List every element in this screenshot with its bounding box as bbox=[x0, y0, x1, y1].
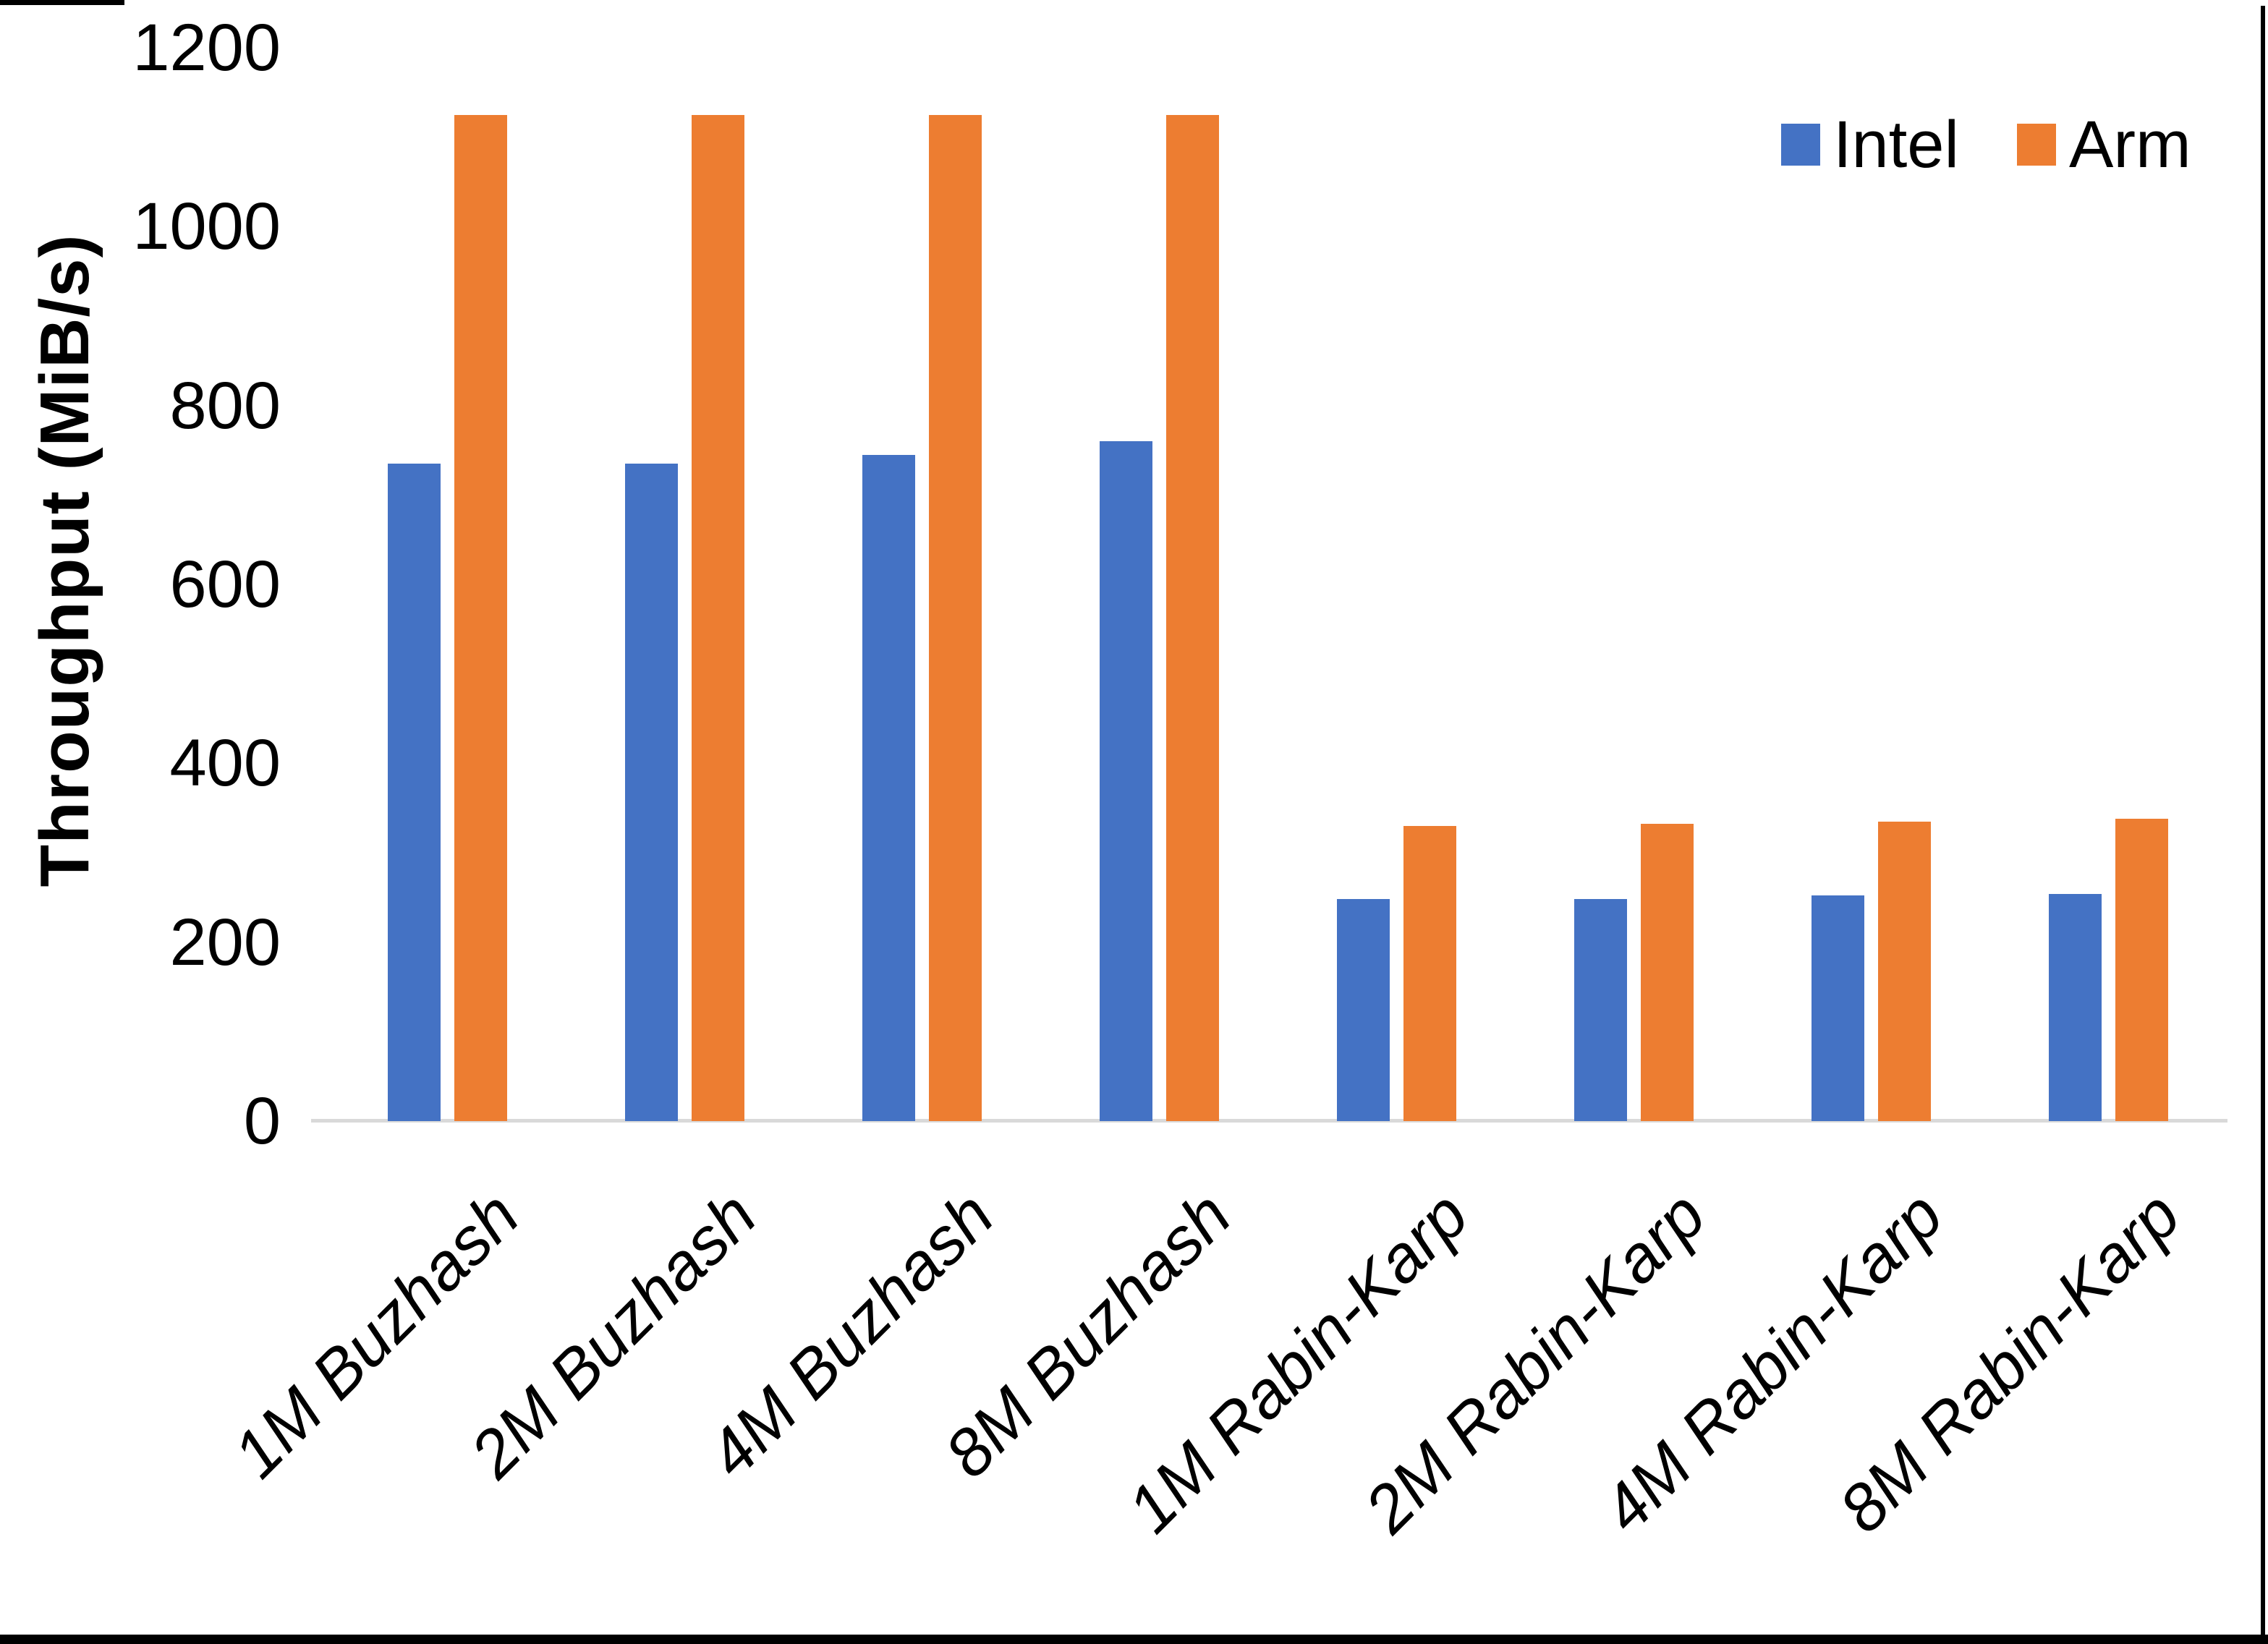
bar-arm-4m-rabin-karp bbox=[1878, 822, 1931, 1121]
bar-intel-8m-rabin-karp bbox=[2049, 894, 2102, 1121]
frame-fragment-top-left bbox=[0, 0, 124, 5]
bar-intel-4m-rabin-karp bbox=[1812, 895, 1864, 1121]
bar-arm-1m-buzhash bbox=[454, 115, 507, 1121]
bar-arm-2m-buzhash bbox=[692, 115, 744, 1121]
y-tick-label-200: 200 bbox=[169, 905, 281, 979]
bar-arm-8m-buzhash bbox=[1166, 115, 1219, 1121]
y-tick-label-600: 600 bbox=[169, 547, 281, 621]
bar-intel-2m-buzhash bbox=[625, 464, 678, 1121]
legend-label-intel: Intel bbox=[1833, 107, 1959, 182]
y-tick-label-800: 800 bbox=[169, 368, 281, 443]
bar-arm-1m-rabin-karp bbox=[1403, 826, 1456, 1121]
x-axis-baseline bbox=[311, 1119, 2227, 1123]
legend-label-arm: Arm bbox=[2069, 107, 2191, 182]
bar-intel-1m-rabin-karp bbox=[1337, 899, 1390, 1121]
bar-arm-8m-rabin-karp bbox=[2115, 819, 2168, 1121]
legend-swatch-intel bbox=[1781, 124, 1820, 166]
bar-intel-4m-buzhash bbox=[862, 455, 915, 1121]
y-tick-label-400: 400 bbox=[169, 726, 281, 801]
y-tick-label-1000: 1000 bbox=[132, 189, 281, 264]
frame-fragment-right bbox=[2261, 6, 2265, 1644]
legend-swatch-arm bbox=[2017, 124, 2056, 166]
legend-item-arm: Arm bbox=[2017, 108, 2191, 182]
bar-intel-1m-buzhash bbox=[388, 464, 441, 1121]
legend-item-intel: Intel bbox=[1781, 108, 1959, 182]
bar-arm-2m-rabin-karp bbox=[1641, 824, 1694, 1121]
bar-arm-4m-buzhash bbox=[929, 115, 982, 1121]
bar-intel-8m-buzhash bbox=[1100, 441, 1152, 1121]
frame-fragment-bottom bbox=[0, 1635, 2268, 1644]
y-tick-label-1200: 1200 bbox=[132, 10, 281, 85]
bar-intel-2m-rabin-karp bbox=[1574, 899, 1627, 1121]
y-tick-label-0: 0 bbox=[243, 1084, 281, 1158]
